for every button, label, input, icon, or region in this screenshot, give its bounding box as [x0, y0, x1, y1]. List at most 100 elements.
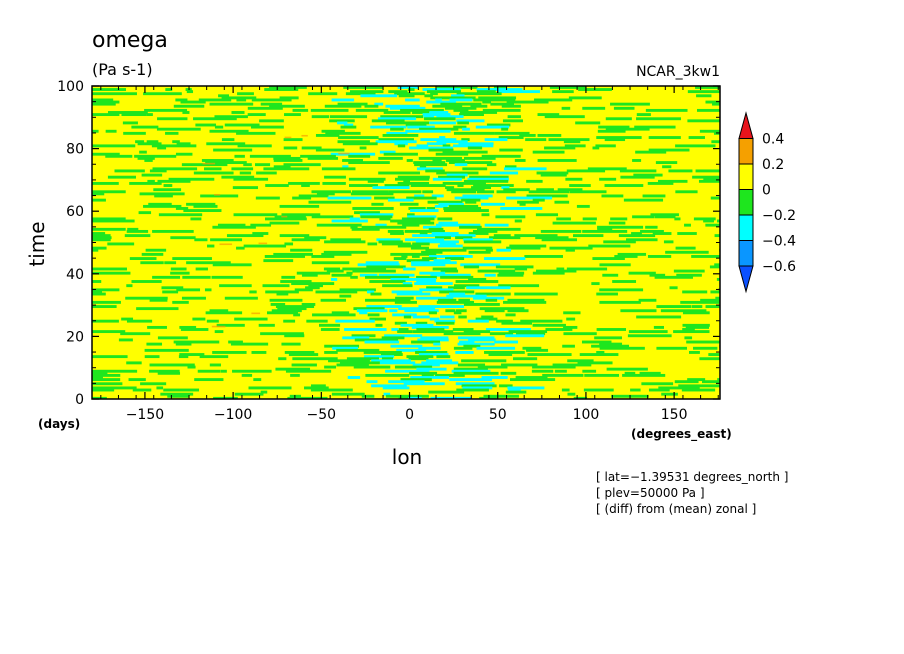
field-cell	[236, 131, 276, 135]
field-cell	[493, 86, 507, 89]
field-cell	[371, 359, 411, 363]
field-cell	[265, 184, 289, 187]
field-cell	[712, 102, 720, 106]
field-cell	[565, 248, 575, 252]
field-cell	[485, 328, 531, 331]
field-cell	[170, 271, 190, 275]
x-axis-label: lon	[392, 445, 422, 469]
field-cell	[398, 307, 436, 311]
field-cell	[199, 355, 229, 359]
field-cell	[522, 346, 542, 350]
field-cell	[618, 234, 656, 238]
field-cell	[105, 129, 117, 133]
field-cell	[459, 225, 482, 229]
field-cell	[378, 240, 403, 244]
field-cell	[364, 104, 379, 108]
field-cell	[190, 217, 202, 221]
field-cell	[501, 127, 509, 131]
field-cell	[415, 240, 459, 244]
field-cell	[173, 104, 205, 108]
field-cell	[408, 396, 422, 399]
field-cell	[279, 204, 320, 208]
field-cell	[367, 179, 384, 183]
field-cell	[126, 361, 142, 365]
field-cell	[283, 146, 298, 150]
field-cell	[455, 236, 473, 240]
field-cell	[332, 346, 358, 350]
field-cell	[599, 346, 645, 350]
field-cell	[484, 273, 496, 277]
field-cell	[387, 198, 414, 202]
field-cell	[182, 275, 211, 279]
field-cell	[584, 373, 620, 377]
field-cell	[315, 148, 345, 152]
field-cell	[505, 334, 545, 338]
field-cell	[186, 261, 231, 265]
field-cell	[414, 163, 448, 167]
field-cell	[420, 138, 457, 142]
field-cell	[408, 207, 426, 210]
colorbar-label: 0.4	[762, 132, 784, 148]
field-cell	[673, 330, 710, 334]
field-cell	[400, 378, 432, 382]
field-cell	[436, 355, 451, 359]
field-cell	[684, 336, 693, 340]
x-tick-label: 0	[405, 407, 414, 423]
field-cell	[645, 225, 658, 229]
field-cell	[484, 138, 508, 142]
field-cell	[439, 136, 446, 139]
field-cell	[526, 348, 549, 352]
field-cell	[422, 190, 434, 194]
field-cell	[536, 188, 554, 192]
field-cell	[420, 336, 449, 340]
field-cell	[195, 123, 217, 127]
field-cell	[409, 371, 438, 375]
field-cell	[293, 313, 301, 317]
field-cell	[92, 355, 128, 359]
field-cell	[382, 386, 410, 390]
field-cell	[610, 217, 628, 221]
field-cell	[440, 275, 474, 279]
field-cell	[623, 198, 664, 202]
field-cell	[486, 163, 497, 167]
colorbar-label: 0	[762, 183, 771, 199]
chart-title: omega	[92, 28, 168, 53]
field-cell	[326, 269, 344, 273]
field-cell	[471, 186, 492, 190]
field-cell	[697, 108, 720, 112]
field-cell	[390, 252, 437, 256]
field-cell	[385, 369, 430, 373]
field-cell	[216, 323, 245, 327]
field-cell	[481, 315, 494, 319]
field-cell	[594, 336, 622, 340]
field-cell	[583, 388, 614, 392]
field-cell	[628, 271, 656, 275]
field-cell	[365, 373, 410, 377]
field-cell	[398, 94, 415, 98]
field-cell	[357, 263, 400, 267]
field-cell	[527, 353, 572, 356]
field-cell	[324, 344, 360, 348]
field-cell	[320, 298, 347, 302]
field-cell	[582, 369, 597, 373]
field-cell	[412, 363, 440, 367]
field-cell	[92, 246, 107, 250]
field-cell	[470, 104, 488, 108]
field-cell	[461, 198, 481, 202]
field-cell	[426, 286, 443, 290]
field-cell	[404, 309, 439, 313]
field-cell	[410, 209, 439, 212]
field-cell	[224, 123, 260, 127]
field-cell	[264, 88, 299, 91]
field-cell	[459, 113, 484, 117]
field-cell	[284, 351, 315, 354]
field-cell	[596, 351, 605, 354]
field-cell	[359, 213, 394, 217]
field-cell	[410, 376, 450, 379]
field-cell	[180, 328, 209, 331]
field-cell	[273, 159, 303, 162]
field-cell	[461, 384, 497, 388]
field-cell	[494, 340, 519, 344]
field-cell	[709, 265, 720, 269]
field-cell	[505, 313, 516, 317]
